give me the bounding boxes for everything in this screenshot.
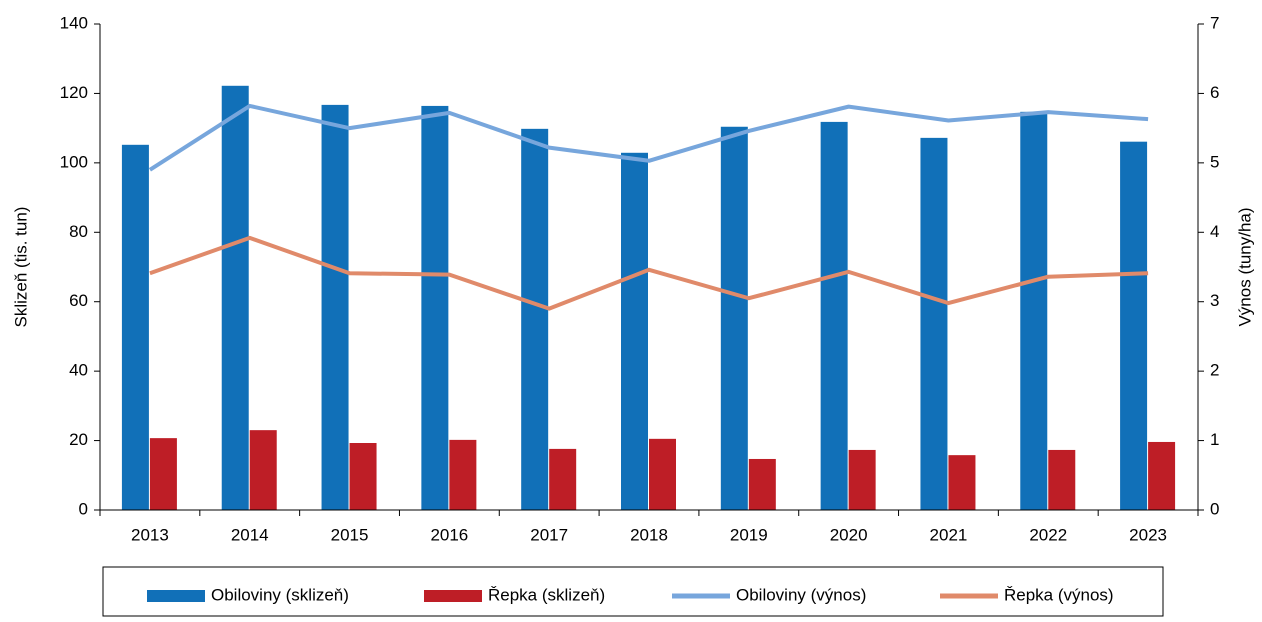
y2-tick-label: 2 bbox=[1210, 361, 1219, 380]
y-tick-label: 0 bbox=[79, 499, 88, 518]
y-tick-label: 80 bbox=[69, 222, 88, 241]
bar bbox=[1120, 141, 1148, 510]
x-tick-label: 2020 bbox=[830, 525, 868, 544]
x-tick-label: 2013 bbox=[131, 525, 169, 544]
bar bbox=[549, 448, 577, 510]
bar bbox=[1048, 449, 1076, 510]
y2-axis-label: Výnos (tuny/ha) bbox=[1235, 207, 1254, 326]
bar bbox=[748, 458, 776, 510]
bar bbox=[720, 126, 748, 511]
x-tick-label: 2018 bbox=[630, 525, 668, 544]
bar bbox=[449, 439, 477, 510]
y2-tick-label: 5 bbox=[1210, 152, 1219, 171]
bar bbox=[621, 152, 648, 511]
x-tick-label: 2019 bbox=[730, 525, 768, 544]
legend-label: Řepka (výnos) bbox=[1004, 585, 1114, 604]
bar bbox=[1148, 441, 1176, 510]
y-tick-label: 40 bbox=[69, 361, 88, 380]
x-tick-label: 2017 bbox=[530, 525, 568, 544]
bar bbox=[221, 85, 249, 510]
legend-label: Obiloviny (sklizeň) bbox=[211, 585, 349, 604]
bar bbox=[920, 137, 948, 510]
bar bbox=[948, 455, 976, 510]
y2-tick-label: 4 bbox=[1210, 222, 1219, 241]
bar bbox=[121, 144, 149, 510]
y2-tick-label: 6 bbox=[1210, 83, 1219, 102]
line bbox=[148, 103, 1149, 172]
legend-label: Obiloviny (výnos) bbox=[736, 585, 866, 604]
line bbox=[149, 235, 1149, 311]
bar bbox=[820, 121, 848, 510]
y-tick-label: 100 bbox=[60, 152, 88, 171]
y2-tick-label: 3 bbox=[1210, 291, 1219, 310]
bar bbox=[421, 105, 449, 510]
y2-tick-label: 1 bbox=[1210, 430, 1219, 449]
x-tick-label: 2015 bbox=[331, 525, 369, 544]
x-tick-label: 2014 bbox=[231, 525, 269, 544]
x-tick-label: 2022 bbox=[1029, 525, 1067, 544]
y-tick-label: 60 bbox=[69, 291, 88, 310]
y-tick-label: 20 bbox=[69, 430, 88, 449]
legend-label: Řepka (sklizeň) bbox=[488, 585, 605, 604]
legend-swatch bbox=[424, 590, 482, 602]
legend-swatch bbox=[147, 590, 205, 602]
legend-box bbox=[102, 566, 1164, 617]
y-tick-label: 120 bbox=[60, 83, 88, 102]
bar bbox=[249, 430, 277, 510]
bar bbox=[649, 438, 676, 510]
x-tick-label: 2021 bbox=[930, 525, 968, 544]
y-axis-label: Sklizeň (tis. tun) bbox=[11, 207, 30, 328]
bar bbox=[848, 449, 876, 510]
bar bbox=[521, 128, 549, 510]
x-tick-label: 2016 bbox=[430, 525, 468, 544]
bar bbox=[349, 443, 377, 510]
x-tick-label: 2023 bbox=[1129, 525, 1167, 544]
y2-tick-label: 7 bbox=[1210, 13, 1219, 32]
bar bbox=[321, 104, 349, 511]
y2-tick-label: 0 bbox=[1210, 499, 1219, 518]
bar bbox=[149, 438, 177, 510]
y-tick-label: 140 bbox=[60, 13, 88, 32]
bar bbox=[1020, 111, 1048, 510]
